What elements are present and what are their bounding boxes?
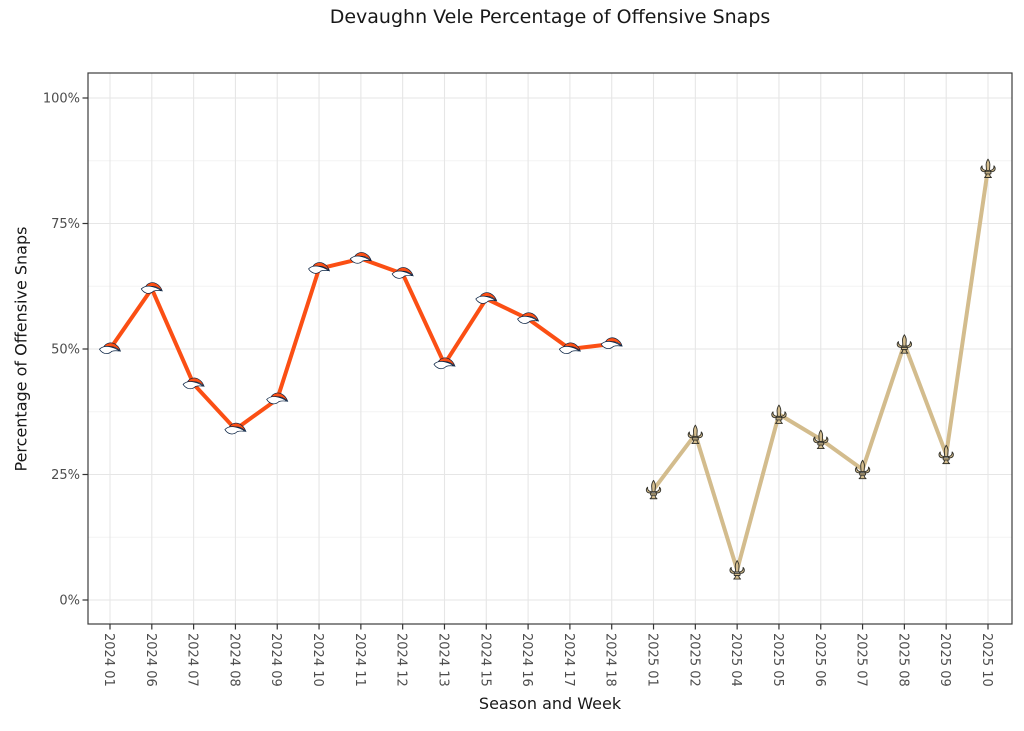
x-tick-label: 2024 17 bbox=[561, 633, 576, 687]
x-tick-label: 2025 04 bbox=[728, 633, 743, 687]
y-tick-label: 50% bbox=[51, 343, 80, 358]
axis-ticks bbox=[82, 97, 989, 630]
x-tick-label: 2024 06 bbox=[143, 633, 158, 687]
x-tick-label: 2025 10 bbox=[979, 633, 994, 687]
denver-broncos-horse-logo-icon bbox=[266, 392, 288, 405]
y-tick-label: 25% bbox=[51, 468, 80, 483]
x-tick-label: 2024 08 bbox=[226, 633, 241, 687]
y-tick-labels: 0% 25% 50% 75% 100% bbox=[43, 92, 80, 609]
denver-broncos-horse-logo-icon bbox=[182, 377, 205, 390]
x-tick-label: 2024 13 bbox=[435, 633, 450, 687]
denver-broncos-horse-logo-icon bbox=[433, 357, 456, 370]
x-tick-label: 2024 12 bbox=[394, 633, 409, 687]
x-tick-label: 2025 02 bbox=[686, 633, 701, 687]
minor-gridlines bbox=[88, 160, 1012, 538]
x-tick-label: 2025 01 bbox=[645, 633, 660, 687]
x-tick-label: 2024 15 bbox=[477, 633, 492, 687]
denver-broncos-horse-logo-icon bbox=[308, 262, 330, 274]
x-tick-label: 2024 10 bbox=[310, 633, 325, 687]
x-tick-label: 2024 18 bbox=[603, 633, 618, 687]
new-orleans-saints-fleur-de-lis-icon bbox=[729, 560, 745, 580]
new-orleans-saints-fleur-de-lis-icon bbox=[980, 158, 996, 178]
x-axis-title: Season and Week bbox=[478, 694, 622, 713]
x-tick-label: 2024 07 bbox=[185, 633, 200, 687]
new-orleans-saints-fleur-de-lis-icon bbox=[896, 334, 913, 354]
x-tick-label: 2025 09 bbox=[937, 633, 952, 687]
x-tick-label: 2024 09 bbox=[268, 633, 283, 687]
x-tick-label: 2024 11 bbox=[352, 633, 367, 687]
x-tick-labels: 2024 01 2024 06 2024 07 2024 08 2024 09 2024 … bbox=[101, 633, 994, 687]
new-orleans-saints-fleur-de-lis-icon bbox=[938, 444, 954, 465]
x-tick-label: 2025 05 bbox=[770, 633, 785, 687]
major-gridlines bbox=[88, 73, 1012, 624]
x-tick-label: 2025 06 bbox=[812, 633, 827, 687]
denver-broncos-horse-logo-icon bbox=[140, 282, 163, 294]
x-tick-label: 2025 07 bbox=[854, 633, 869, 687]
x-tick-label: 2025 08 bbox=[895, 633, 910, 687]
new-orleans-saints-fleur-de-lis-icon bbox=[813, 429, 829, 450]
x-tick-label: 2024 16 bbox=[519, 633, 534, 687]
y-tick-label: 100% bbox=[43, 92, 80, 107]
new-orleans-saints-fleur-de-lis-icon bbox=[771, 404, 787, 424]
denver-broncos-horse-logo-icon bbox=[99, 342, 121, 354]
denver-broncos-horse-logo-icon bbox=[600, 337, 623, 349]
new-orleans-saints-fleur-de-lis-icon bbox=[854, 459, 871, 480]
chart-title: Devaughn Vele Percentage of Offensive Sn… bbox=[329, 6, 771, 28]
x-tick-label: 2024 01 bbox=[101, 633, 116, 687]
y-tick-label: 75% bbox=[51, 217, 80, 232]
y-tick-label: 0% bbox=[59, 594, 80, 609]
